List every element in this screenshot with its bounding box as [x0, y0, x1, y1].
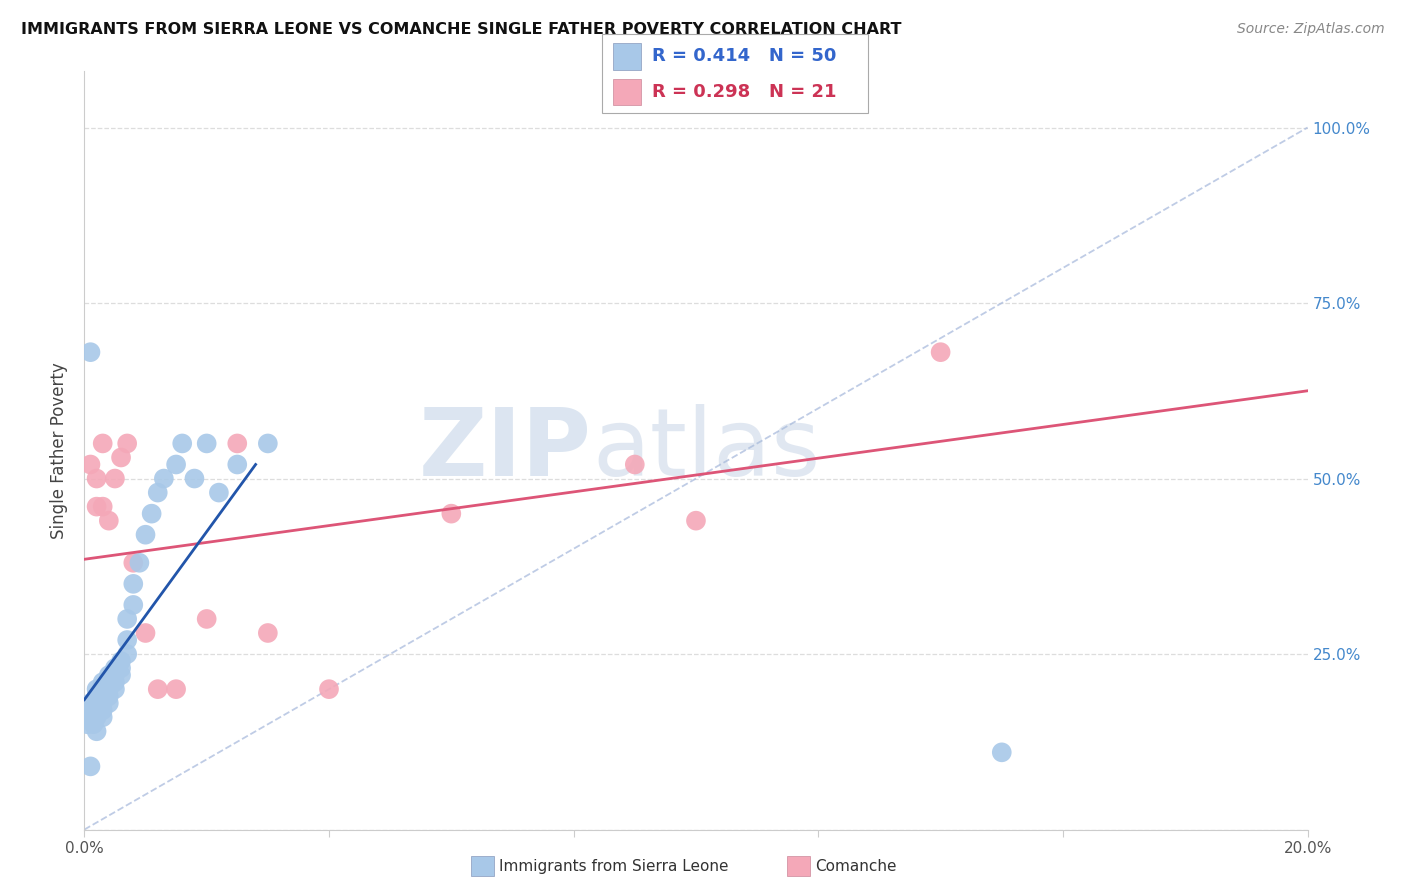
- Point: [104, 675, 127, 690]
- Text: Source: ZipAtlas.com: Source: ZipAtlas.com: [1237, 22, 1385, 37]
- Point: [86, 696, 108, 710]
- Point: [83, 717, 105, 731]
- Point: [104, 668, 127, 682]
- Point: [440, 507, 463, 521]
- Point: [91, 682, 114, 697]
- Point: [104, 682, 127, 697]
- Point: [122, 598, 145, 612]
- Point: [79, 759, 101, 773]
- Text: Comanche: Comanche: [815, 859, 897, 873]
- Point: [86, 689, 108, 703]
- Point: [91, 436, 114, 450]
- Point: [97, 514, 120, 528]
- Point: [195, 436, 218, 450]
- Point: [183, 471, 205, 485]
- Point: [991, 745, 1014, 759]
- Point: [115, 633, 138, 648]
- Text: R = 0.414   N = 50: R = 0.414 N = 50: [652, 47, 837, 65]
- Point: [86, 471, 108, 485]
- Point: [91, 703, 114, 717]
- Point: [122, 577, 145, 591]
- Point: [115, 612, 138, 626]
- Point: [226, 458, 249, 472]
- Point: [110, 654, 132, 668]
- Point: [135, 527, 157, 541]
- Point: [91, 696, 114, 710]
- Point: [110, 668, 132, 682]
- Point: [97, 675, 120, 690]
- Point: [110, 450, 132, 465]
- Point: [97, 696, 120, 710]
- Point: [86, 710, 108, 724]
- Y-axis label: Single Father Poverty: Single Father Poverty: [51, 362, 69, 539]
- Point: [195, 612, 218, 626]
- Text: ZIP: ZIP: [419, 404, 592, 497]
- Point: [226, 436, 249, 450]
- Point: [153, 471, 176, 485]
- Text: IMMIGRANTS FROM SIERRA LEONE VS COMANCHE SINGLE FATHER POVERTY CORRELATION CHART: IMMIGRANTS FROM SIERRA LEONE VS COMANCHE…: [21, 22, 901, 37]
- Point: [110, 661, 132, 675]
- Point: [318, 682, 340, 697]
- Text: R = 0.298   N = 21: R = 0.298 N = 21: [652, 83, 837, 101]
- Point: [104, 661, 127, 675]
- Point: [685, 514, 707, 528]
- Point: [79, 696, 101, 710]
- Point: [76, 717, 98, 731]
- Point: [86, 703, 108, 717]
- Point: [79, 710, 101, 724]
- Point: [146, 682, 169, 697]
- Point: [208, 485, 231, 500]
- Point: [122, 556, 145, 570]
- Point: [257, 436, 280, 450]
- Point: [929, 345, 952, 359]
- Point: [146, 485, 169, 500]
- Point: [79, 703, 101, 717]
- Point: [165, 682, 187, 697]
- Point: [115, 647, 138, 661]
- Point: [97, 689, 120, 703]
- Point: [97, 682, 120, 697]
- Point: [86, 500, 108, 514]
- Point: [91, 500, 114, 514]
- Point: [83, 703, 105, 717]
- Point: [141, 507, 163, 521]
- Point: [135, 626, 157, 640]
- Point: [86, 682, 108, 697]
- Point: [86, 724, 108, 739]
- Point: [104, 471, 127, 485]
- Text: atlas: atlas: [592, 404, 820, 497]
- Text: Immigrants from Sierra Leone: Immigrants from Sierra Leone: [499, 859, 728, 873]
- Point: [79, 458, 101, 472]
- Point: [79, 345, 101, 359]
- Point: [97, 668, 120, 682]
- Point: [165, 458, 187, 472]
- Point: [91, 710, 114, 724]
- Point: [172, 436, 194, 450]
- Point: [257, 626, 280, 640]
- Point: [91, 689, 114, 703]
- Point: [624, 458, 647, 472]
- Point: [128, 556, 150, 570]
- Point: [91, 675, 114, 690]
- Point: [115, 436, 138, 450]
